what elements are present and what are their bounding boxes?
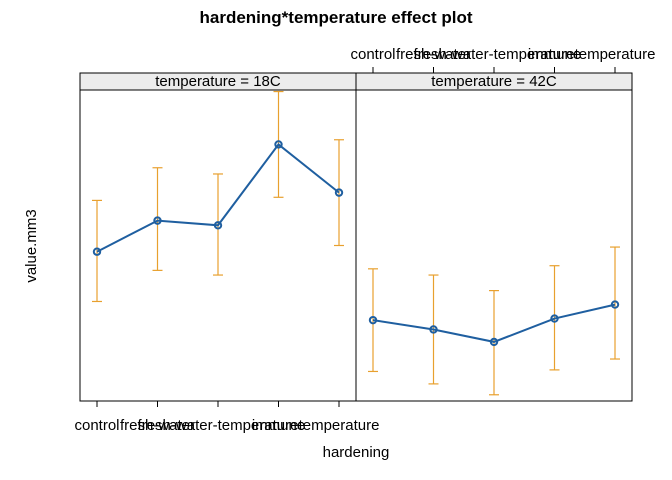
series-line-panel-1	[96, 143, 340, 253]
data-point-fresh-water-temperature	[213, 221, 223, 230]
data-point-temperature	[334, 188, 344, 197]
data-point-immune	[274, 140, 283, 149]
x-tick-label-fresh-water-temperature: fresh-water-temperature	[138, 417, 299, 434]
x-tick-label-immune: immune	[252, 417, 305, 434]
x-tick-label-temperature: temperature	[575, 46, 656, 63]
x-tick-label-fresh-water: fresh-water	[396, 46, 471, 63]
data-point-control	[368, 315, 378, 325]
x-tick-label-control: control	[74, 417, 119, 434]
x-tick-label-fresh-water-temperature: fresh-water-temperature	[414, 46, 575, 63]
x-tick-label-temperature: temperature	[299, 417, 380, 434]
x-tick-label-fresh-water: fresh-water	[120, 417, 195, 434]
series-line-panel-2	[372, 303, 616, 343]
x-tick-label-control: control	[350, 46, 395, 63]
y-axis-title: value.mm3	[23, 209, 40, 282]
data-point-temperature	[610, 300, 620, 309]
data-point-fresh-water-temperature	[489, 337, 499, 347]
panel-strip-label-2: temperature = 42C	[431, 73, 557, 90]
data-point-immune	[550, 314, 559, 323]
data-point-control	[92, 247, 102, 256]
x-axis-title: hardening	[323, 444, 390, 461]
data-point-fresh-water	[153, 216, 162, 225]
data-point-fresh-water	[429, 325, 438, 334]
chart-title: hardening*temperature effect plot	[200, 8, 473, 27]
panel-strip-label-1: temperature = 18C	[155, 73, 281, 90]
x-tick-label-immune: immune	[528, 46, 581, 63]
